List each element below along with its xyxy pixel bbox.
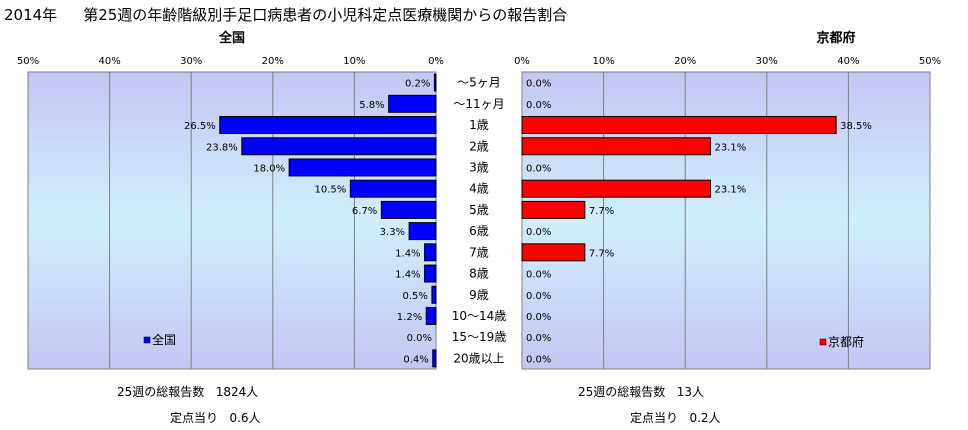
kyoto-data-label: 7.7% (589, 248, 614, 259)
national-bar (425, 306, 437, 325)
category-label: 10～14歳 (452, 309, 507, 323)
category-label: 5歳 (469, 203, 489, 217)
national-data-label: 1.4% (395, 248, 420, 259)
category-label: 1歳 (469, 118, 489, 132)
national-legend-label: 全国 (152, 332, 176, 347)
national-bar (288, 158, 437, 177)
national-bar (431, 285, 437, 304)
kyoto-data-label: 0.0% (526, 100, 551, 111)
kyoto-tick-label: 40% (837, 56, 859, 67)
category-label: 7歳 (469, 245, 489, 259)
national-bar (424, 264, 437, 283)
kyoto-legend-label: 京都府 (828, 334, 864, 349)
national-data-label: 1.2% (397, 312, 422, 323)
kyoto-data-label: 0.0% (526, 291, 551, 302)
national-total-value: 1824人 (215, 385, 259, 399)
national-bar (432, 349, 437, 368)
kyoto-bar (521, 243, 586, 262)
category-label: 6歳 (469, 224, 489, 238)
national-data-label: 26.5% (184, 121, 216, 132)
national-data-label: 0.4% (403, 354, 428, 365)
kyoto-bar (521, 200, 586, 219)
national-per-site: 定点当り 0.6人 (170, 409, 261, 426)
title-year: 2014年 (4, 6, 58, 24)
national-bar (408, 222, 437, 241)
category-label: 15～19歳 (452, 330, 507, 344)
category-label: 2歳 (469, 139, 489, 153)
category-label: ～11ヶ月 (453, 97, 504, 111)
national-tick-label: 0% (428, 56, 444, 67)
kyoto-data-label: 7.7% (589, 206, 614, 217)
page-title: 2014年 第25週の年齢階級別手足口病患者の小児科定点医療機関からの報告割合 (4, 4, 567, 25)
national-data-label: 6.7% (352, 206, 377, 217)
national-per-label: 定点当り (170, 411, 219, 425)
kyoto-tick-label: 30% (756, 56, 778, 67)
national-bar (388, 94, 437, 113)
national-bar (241, 137, 437, 156)
kyoto-bar (521, 179, 711, 198)
category-label: ～5ヶ月 (457, 76, 501, 90)
national-per-value: 0.6人 (229, 411, 261, 425)
kyoto-data-label: 0.0% (526, 333, 551, 344)
kyoto-tick-label: 50% (919, 56, 941, 67)
national-tick-label: 10% (343, 56, 365, 67)
kyoto-bar (521, 116, 837, 135)
kyoto-data-label: 0.0% (526, 270, 551, 281)
national-tick-label: 20% (262, 56, 284, 67)
national-total: 25週の総報告数 1824人 (117, 383, 258, 400)
category-label: 8歳 (469, 267, 489, 281)
category-label: 3歳 (469, 160, 489, 174)
national-data-label: 0.2% (405, 79, 430, 90)
kyoto-total-label: 25週の総報告数 (578, 385, 666, 399)
national-bar (219, 116, 437, 135)
kyoto-tick-label: 20% (674, 56, 696, 67)
kyoto-panel-title: 京都府 (816, 30, 855, 46)
national-data-label: 5.8% (359, 100, 384, 111)
kyoto-legend-swatch (819, 338, 827, 346)
kyoto-total-value: 13人 (676, 385, 705, 399)
national-tick-label: 40% (98, 56, 120, 67)
national-total-label: 25週の総報告数 (117, 385, 205, 399)
national-panel-title: 全国 (218, 30, 245, 46)
national-data-label: 0.0% (407, 333, 432, 344)
national-data-label: 3.3% (380, 227, 405, 238)
title-text: 第25週の年齢階級別手足口病患者の小児科定点医療機関からの報告割合 (83, 6, 568, 24)
national-tick-label: 50% (17, 56, 39, 67)
kyoto-data-label: 0.0% (526, 163, 551, 174)
national-data-label: 10.5% (315, 185, 347, 196)
national-bar (380, 200, 437, 219)
kyoto-tick-label: 10% (592, 56, 614, 67)
kyoto-tick-label: 0% (514, 56, 530, 67)
category-label: 4歳 (469, 182, 489, 196)
kyoto-total: 25週の総報告数 13人 (578, 383, 704, 400)
kyoto-data-label: 0.0% (526, 79, 551, 90)
kyoto-data-label: 0.0% (526, 312, 551, 323)
national-data-label: 23.8% (206, 142, 238, 153)
national-data-label: 18.0% (253, 163, 285, 174)
national-bar (433, 73, 437, 92)
kyoto-data-label: 0.0% (526, 227, 551, 238)
national-legend-swatch (143, 336, 151, 344)
kyoto-per-value: 0.2人 (689, 411, 721, 425)
kyoto-per-site: 定点当り 0.2人 (630, 409, 721, 426)
kyoto-data-label: 38.5% (840, 121, 872, 132)
kyoto-bar (521, 137, 711, 156)
national-tick-label: 30% (180, 56, 202, 67)
national-data-label: 0.5% (403, 291, 428, 302)
kyoto-data-label: 0.0% (526, 354, 551, 365)
category-label: 20歳以上 (453, 351, 504, 365)
category-label: 9歳 (469, 288, 489, 302)
national-bar (349, 179, 437, 198)
national-bar (424, 243, 437, 262)
kyoto-data-label: 23.1% (714, 142, 746, 153)
national-data-label: 1.4% (395, 270, 420, 281)
kyoto-data-label: 23.1% (714, 185, 746, 196)
kyoto-per-label: 定点当り (630, 411, 679, 425)
